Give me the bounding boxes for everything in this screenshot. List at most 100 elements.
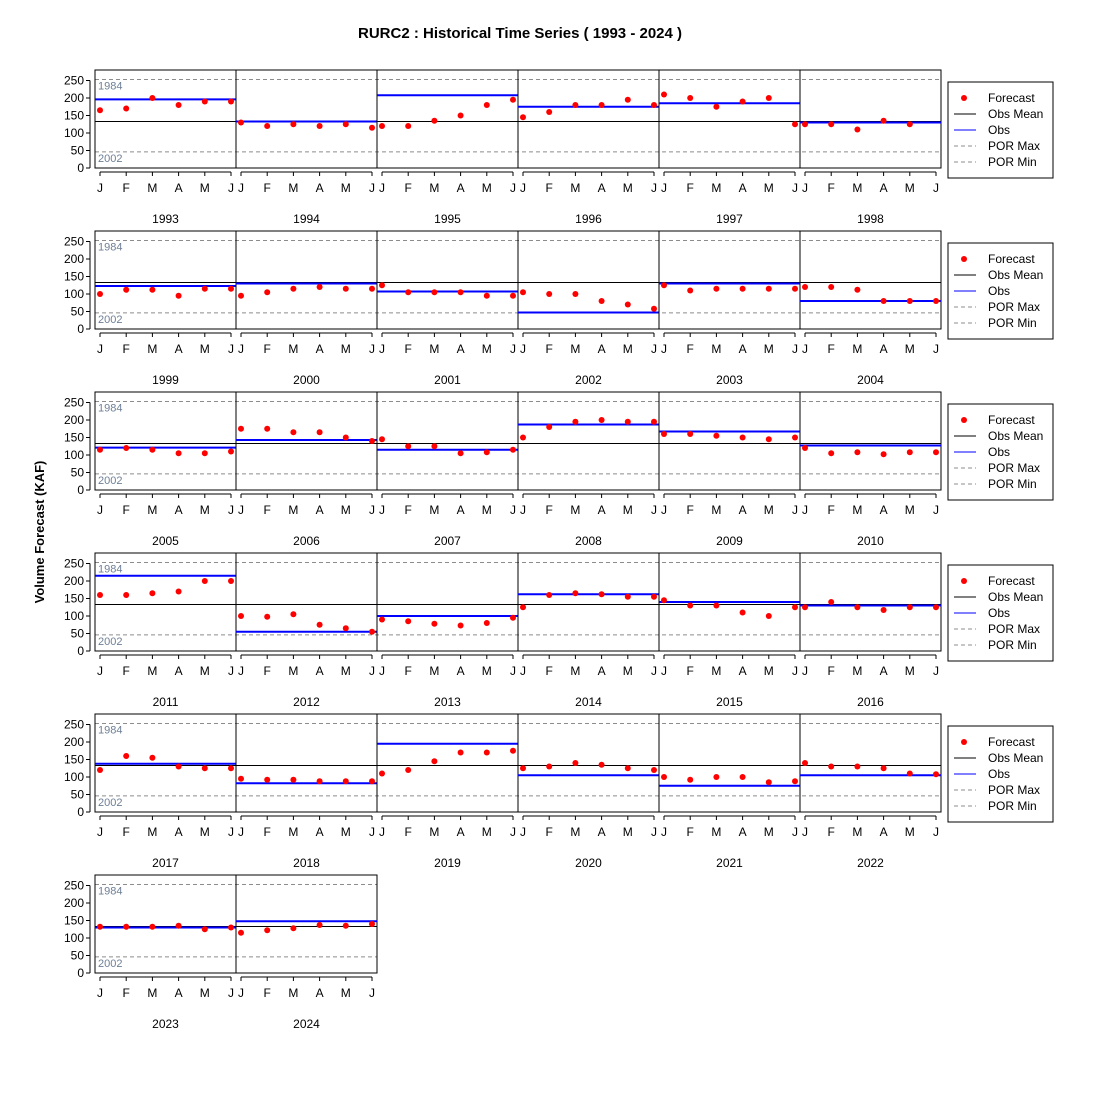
forecast-point bbox=[149, 754, 156, 761]
forecast-point bbox=[483, 102, 490, 108]
forecast-point bbox=[933, 604, 939, 611]
panel-frame bbox=[376, 391, 519, 491]
month-label: J bbox=[97, 825, 103, 839]
forecast-point bbox=[342, 285, 349, 292]
forecast-point bbox=[713, 285, 720, 292]
year-label: 2021 bbox=[716, 856, 743, 870]
year-panel: J F M A M J 2011 bbox=[94, 552, 237, 709]
month-label: J bbox=[792, 503, 798, 517]
forecast-point bbox=[510, 446, 516, 453]
year-panel: J F M A M J 2013 bbox=[376, 552, 519, 709]
forecast-point bbox=[316, 778, 323, 785]
month-label: M bbox=[200, 181, 210, 195]
y-tick-label: 0 bbox=[77, 966, 84, 980]
forecast-point bbox=[175, 763, 182, 770]
month-label: A bbox=[739, 664, 747, 678]
forecast-point bbox=[687, 287, 694, 294]
forecast-point bbox=[854, 126, 861, 133]
forecast-point bbox=[379, 123, 385, 129]
y-tick-label: 150 bbox=[64, 270, 84, 284]
forecast-point bbox=[238, 292, 244, 299]
month-label: M bbox=[288, 825, 298, 839]
month-label: J bbox=[651, 503, 657, 517]
y-tick-label: 50 bbox=[71, 466, 85, 480]
year-label: 1999 bbox=[152, 373, 179, 387]
forecast-point bbox=[201, 765, 208, 772]
year-panel: J F M A M J 2021 bbox=[658, 713, 801, 870]
month-label: F bbox=[828, 503, 835, 517]
year-label: 2010 bbox=[857, 534, 884, 548]
month-label: F bbox=[828, 342, 835, 356]
y-tick-label: 200 bbox=[64, 252, 84, 266]
legend: Forecast Obs Mean Obs POR Max POR Min bbox=[947, 242, 1054, 340]
por-max-label: 1984 bbox=[98, 402, 122, 414]
year-panel: J F M A M J 2012 bbox=[235, 552, 378, 709]
forecast-point bbox=[431, 758, 438, 765]
legend-swatch-forecast bbox=[961, 739, 967, 745]
forecast-point bbox=[661, 431, 667, 437]
month-label: M bbox=[623, 181, 633, 195]
month-label: M bbox=[288, 986, 298, 1000]
month-label: J bbox=[97, 181, 103, 195]
month-label: J bbox=[510, 342, 516, 356]
month-label: M bbox=[147, 986, 157, 1000]
month-label: J bbox=[661, 503, 667, 517]
y-tick-label: 100 bbox=[64, 770, 84, 784]
panel-frame bbox=[235, 713, 378, 813]
legend-label: POR Max bbox=[988, 461, 1040, 475]
month-label: F bbox=[546, 825, 553, 839]
month-label: J bbox=[802, 825, 808, 839]
month-label: F bbox=[546, 181, 553, 195]
por-max-label: 1984 bbox=[98, 80, 122, 92]
forecast-point bbox=[369, 285, 375, 292]
forecast-point bbox=[739, 774, 746, 780]
month-label: J bbox=[369, 342, 375, 356]
forecast-point bbox=[201, 926, 208, 933]
forecast-point bbox=[661, 282, 667, 289]
month-label: J bbox=[238, 503, 244, 517]
month-label: J bbox=[97, 664, 103, 678]
por-min-label: 2002 bbox=[98, 958, 122, 970]
forecast-point bbox=[228, 285, 234, 292]
forecast-point bbox=[457, 112, 464, 119]
month-label: F bbox=[828, 825, 835, 839]
forecast-point bbox=[802, 604, 808, 611]
month-label: M bbox=[852, 181, 862, 195]
y-tick-label: 150 bbox=[64, 592, 84, 606]
month-label: M bbox=[570, 503, 580, 517]
month-label: J bbox=[802, 181, 808, 195]
forecast-point bbox=[431, 289, 438, 296]
year-panel: J F M A M J 2000 bbox=[235, 230, 378, 387]
month-label: J bbox=[792, 342, 798, 356]
month-label: M bbox=[341, 664, 351, 678]
legend-label: Obs Mean bbox=[988, 429, 1043, 443]
y-tick-label: 200 bbox=[64, 413, 84, 427]
month-label: M bbox=[147, 342, 157, 356]
panel-frame bbox=[517, 230, 660, 330]
forecast-point bbox=[854, 286, 861, 293]
y-tick-label: 50 bbox=[71, 788, 85, 802]
legend-label: Forecast bbox=[988, 574, 1035, 588]
legend: Forecast Obs Mean Obs POR Max POR Min bbox=[947, 81, 1054, 179]
y-tick-label: 0 bbox=[77, 483, 84, 497]
month-label: J bbox=[520, 181, 526, 195]
month-label: J bbox=[228, 986, 234, 1000]
year-label: 2002 bbox=[575, 373, 602, 387]
year-panel: J F M A M J 2023 bbox=[94, 874, 237, 1031]
month-label: M bbox=[429, 825, 439, 839]
year-panel: J F M A M J 2019 bbox=[376, 713, 519, 870]
month-label: F bbox=[546, 342, 553, 356]
month-label: J bbox=[97, 342, 103, 356]
year-panel: J F M A M J 1995 bbox=[376, 69, 519, 226]
month-label: F bbox=[264, 825, 271, 839]
month-label: M bbox=[200, 986, 210, 1000]
forecast-point bbox=[149, 446, 156, 453]
forecast-point bbox=[123, 286, 130, 293]
month-label: M bbox=[764, 342, 774, 356]
year-label: 1995 bbox=[434, 212, 461, 226]
month-label: J bbox=[369, 664, 375, 678]
year-label: 2005 bbox=[152, 534, 179, 548]
year-panel: J F M A M J 1997 bbox=[658, 69, 801, 226]
panel-frame bbox=[658, 230, 801, 330]
legend-label: POR Min bbox=[988, 155, 1037, 169]
